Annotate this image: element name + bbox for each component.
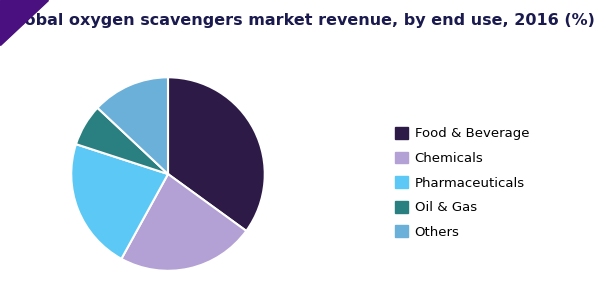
Polygon shape	[0, 0, 48, 45]
Wedge shape	[71, 144, 168, 259]
Wedge shape	[168, 77, 265, 231]
Text: Global oxygen scavengers market revenue, by end use, 2016 (%): Global oxygen scavengers market revenue,…	[5, 13, 595, 28]
Wedge shape	[121, 174, 246, 271]
Legend: Food & Beverage, Chemicals, Pharmaceuticals, Oil & Gas, Others: Food & Beverage, Chemicals, Pharmaceutic…	[395, 127, 529, 239]
Polygon shape	[0, 0, 48, 45]
Wedge shape	[97, 77, 168, 174]
Wedge shape	[76, 108, 168, 174]
